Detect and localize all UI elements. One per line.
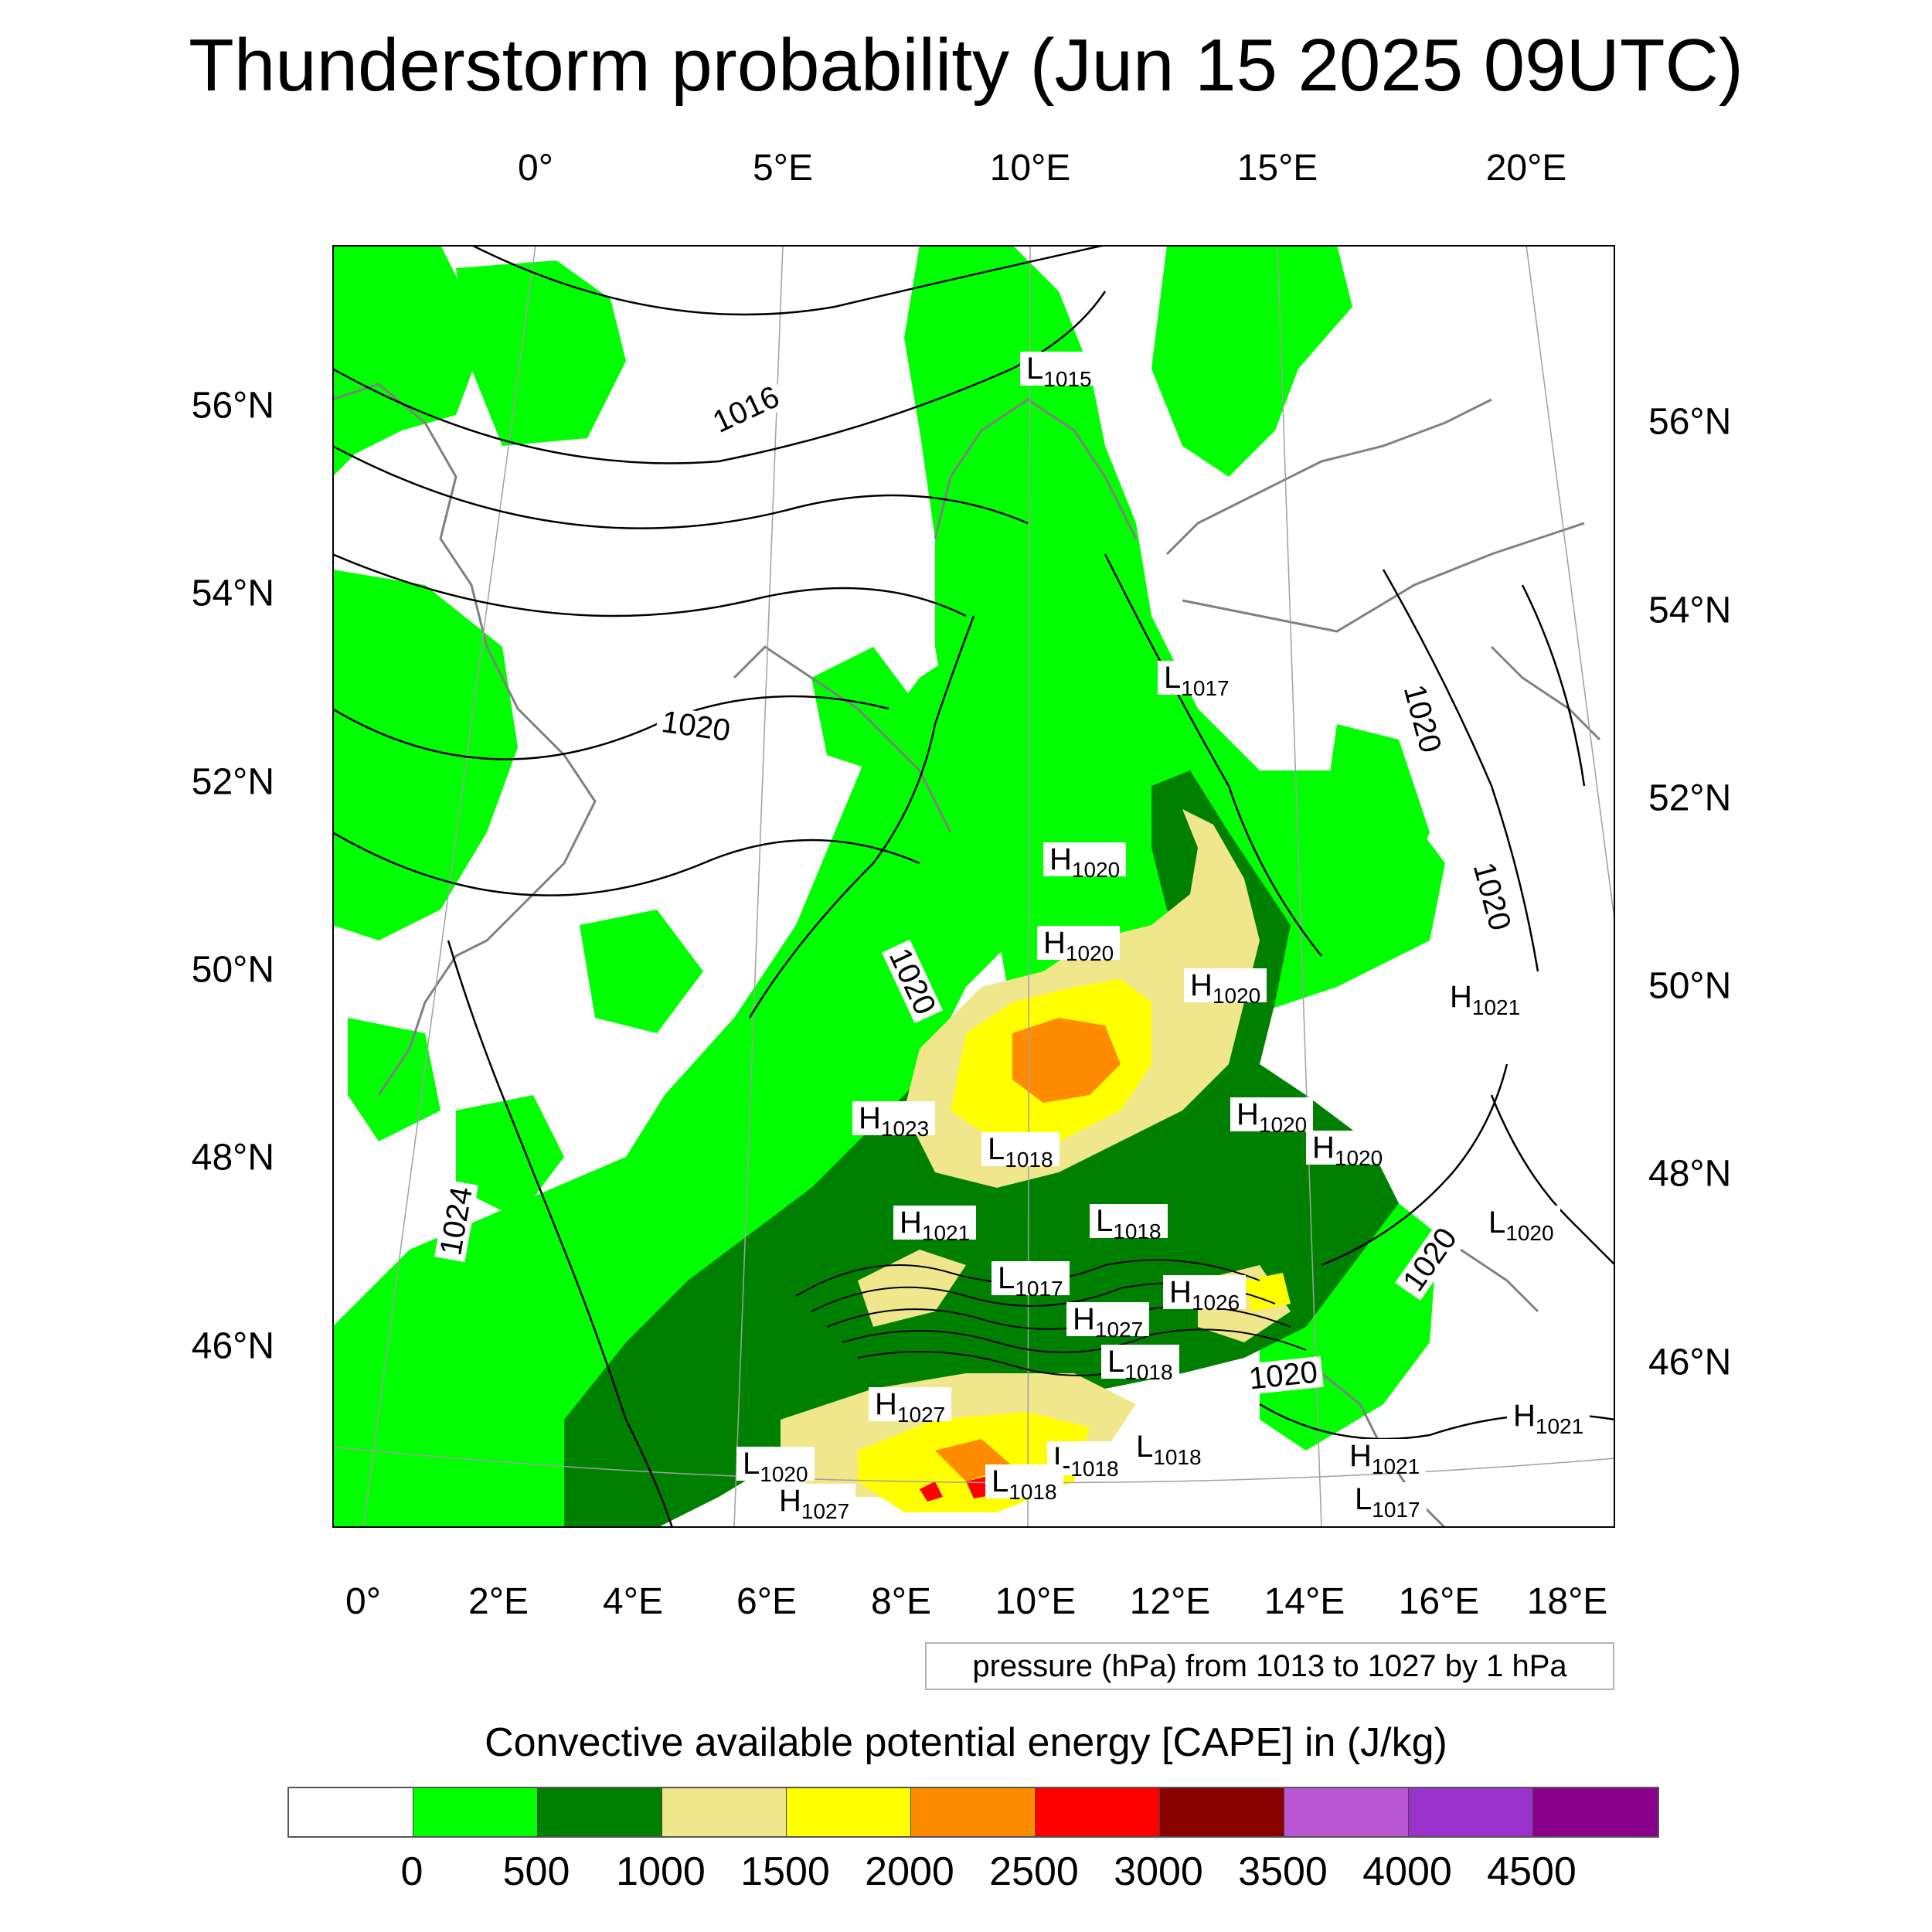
right-tick-56n: 56°N xyxy=(1648,401,1732,443)
pressure-center-label: L1018 xyxy=(985,1464,1063,1503)
colorbar-label: 1000 xyxy=(616,1849,706,1894)
right-tick-46n: 46°N xyxy=(1648,1342,1732,1383)
pressure-center-label: H1020 xyxy=(1037,926,1121,964)
map-title: Thunderstorm probability (Jun 15 2025 09… xyxy=(189,24,1743,107)
left-tick-46n: 46°N xyxy=(191,1325,274,1367)
left-tick-56n: 56°N xyxy=(191,385,274,427)
colorbar-box xyxy=(911,1788,1036,1836)
bottom-tick-8e: 8°E xyxy=(871,1581,931,1622)
isobar-label-1020-south: 1020 xyxy=(1243,1355,1324,1396)
colorbar-box xyxy=(1284,1788,1409,1836)
left-tick-50n: 50°N xyxy=(191,949,274,991)
pressure-center-label: L1015 xyxy=(1020,352,1098,390)
pressure-center-label: L1018 xyxy=(1130,1430,1208,1468)
pressure-center-label: H1027 xyxy=(773,1484,856,1522)
colorbar-box xyxy=(787,1788,911,1836)
top-tick-0: 0° xyxy=(518,148,553,189)
colorbar-box xyxy=(538,1788,662,1836)
pressure-center-label: H1023 xyxy=(852,1101,936,1140)
pressure-center-label: L1017 xyxy=(992,1261,1070,1300)
colorbar-label: 2000 xyxy=(865,1849,954,1894)
left-tick-48n: 48°N xyxy=(191,1137,274,1179)
colorbar-label: 3000 xyxy=(1114,1849,1203,1894)
pressure-center-label: L1020 xyxy=(736,1447,815,1485)
pressure-center-label: H1020 xyxy=(1230,1097,1314,1136)
colorbar-box xyxy=(1409,1788,1533,1836)
colorbar-box xyxy=(413,1788,538,1836)
bottom-tick-16e: 16°E xyxy=(1398,1581,1480,1622)
colorbar-label: 0 xyxy=(400,1849,423,1894)
top-tick-15e: 15°E xyxy=(1236,148,1318,189)
colorbar-label: 1500 xyxy=(740,1849,830,1894)
bottom-tick-2e: 2°E xyxy=(468,1581,529,1622)
pressure-center-label: L1017 xyxy=(1349,1482,1427,1521)
colorbar-title: Convective available potential energy [C… xyxy=(485,1720,1447,1765)
colorbar-label: 4000 xyxy=(1362,1849,1452,1894)
pressure-center-label: H1027 xyxy=(869,1387,952,1426)
bottom-tick-12e: 12°E xyxy=(1129,1581,1211,1622)
colorbar-label: 4500 xyxy=(1487,1849,1577,1894)
pressure-center-label: L1018 xyxy=(1090,1204,1168,1243)
bottom-tick-10e: 10°E xyxy=(995,1581,1077,1622)
pressure-center-label: H1021 xyxy=(1507,1399,1590,1437)
colorbar-box xyxy=(1160,1788,1284,1836)
contour-info-box: pressure (hPa) from 1013 to 1027 by 1 hP… xyxy=(925,1642,1614,1690)
right-tick-52n: 52°N xyxy=(1648,777,1732,819)
pressure-center-label: H1020 xyxy=(1184,968,1267,1007)
pressure-center-label: H1020 xyxy=(1043,842,1127,881)
colorbar-label: 500 xyxy=(502,1849,570,1894)
pressure-center-label: L1018 xyxy=(1101,1345,1179,1383)
pressure-center-label: L1020 xyxy=(1482,1206,1560,1244)
right-tick-54n: 54°N xyxy=(1648,590,1732,631)
left-tick-52n: 52°N xyxy=(191,761,274,803)
pressure-center-label: H1021 xyxy=(893,1206,977,1244)
bottom-tick-14e: 14°E xyxy=(1264,1581,1345,1622)
pressure-center-label: H1027 xyxy=(1066,1302,1150,1341)
pressure-center-label: H1026 xyxy=(1163,1275,1247,1314)
pressure-center-label: H1020 xyxy=(1306,1131,1389,1169)
colorbar-box xyxy=(289,1788,413,1836)
colorbar-box xyxy=(1533,1788,1658,1836)
top-tick-10e: 10°E xyxy=(989,148,1071,189)
top-tick-5e: 5°E xyxy=(753,148,813,189)
pressure-center-label: H1021 xyxy=(1343,1439,1427,1478)
pressure-center-label: L1018 xyxy=(981,1132,1060,1171)
right-tick-50n: 50°N xyxy=(1648,965,1732,1007)
bottom-tick-6e: 6°E xyxy=(736,1581,797,1622)
pressure-center-label: L1017 xyxy=(1158,661,1236,699)
bottom-tick-0: 0° xyxy=(345,1581,381,1622)
top-tick-20e: 20°E xyxy=(1485,148,1567,189)
bottom-tick-4e: 4°E xyxy=(603,1581,663,1622)
colorbar-box xyxy=(1036,1788,1160,1836)
colorbar-label: 3500 xyxy=(1238,1849,1328,1894)
coastlines xyxy=(332,383,1601,1528)
colorbar-box xyxy=(662,1788,787,1836)
cape-map xyxy=(332,245,1615,1528)
bottom-tick-18e: 18°E xyxy=(1526,1581,1608,1622)
left-tick-54n: 54°N xyxy=(191,573,274,614)
colorbar-label: 2500 xyxy=(989,1849,1079,1894)
right-tick-48n: 48°N xyxy=(1648,1153,1732,1195)
pressure-center-label: H1021 xyxy=(1444,980,1527,1019)
colorbar xyxy=(287,1787,1659,1838)
